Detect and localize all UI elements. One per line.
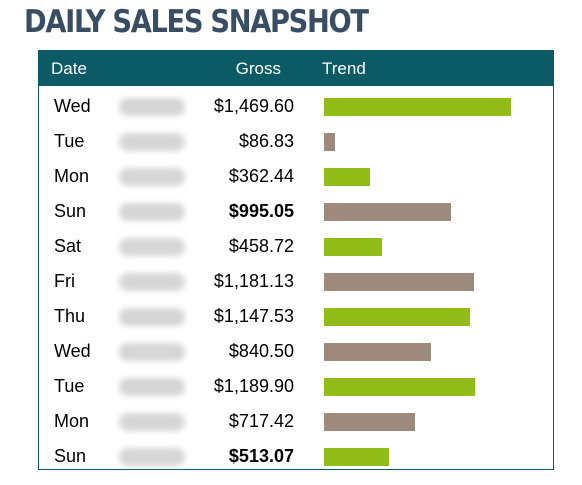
trend-bar	[324, 273, 474, 291]
header-trend: Trend	[322, 59, 366, 78]
row-day-label: Mon	[54, 166, 90, 186]
sales-table: Date Gross Trend Wed $1,469.60 Tue $86.83 Mo…	[38, 50, 554, 470]
table-row: Tue $1,189.90	[39, 369, 553, 404]
trend-bar	[324, 168, 370, 186]
row-date-redacted	[119, 238, 185, 256]
trend-bar	[324, 98, 511, 116]
row-date-redacted	[119, 413, 185, 431]
table-row: Mon $717.42	[39, 404, 553, 439]
row-day-label: Sun	[54, 201, 87, 221]
trend-bar	[324, 133, 335, 151]
trend-bar	[324, 308, 470, 326]
row-date-redacted	[119, 98, 185, 116]
row-gross-value: $362.44	[228, 166, 294, 186]
row-gross-value: $513.07	[228, 446, 294, 466]
row-date-redacted	[119, 343, 185, 361]
row-gross-value: $1,469.60	[213, 96, 294, 116]
row-day-label: Tue	[54, 131, 85, 151]
row-gross-value: $1,147.53	[213, 306, 294, 326]
header-gross: Gross	[235, 59, 281, 78]
row-day-label: Wed	[54, 96, 91, 116]
table-row: Sun $995.05	[39, 194, 553, 229]
page-title: DAILY SALES SNAPSHOT	[24, 4, 369, 40]
row-day-label: Tue	[54, 376, 85, 396]
trend-bar	[324, 343, 431, 361]
row-gross-value: $717.42	[228, 411, 294, 431]
row-gross-value: $1,181.13	[213, 271, 294, 291]
row-day-label: Thu	[54, 306, 86, 326]
trend-bar	[324, 378, 475, 396]
row-date-redacted	[119, 203, 185, 221]
table-row: Mon $362.44	[39, 159, 553, 194]
row-gross-value: $995.05	[228, 201, 294, 221]
row-day-label: Fri	[54, 271, 75, 291]
row-gross-value: $1,189.90	[213, 376, 294, 396]
row-gross-value: $86.83	[238, 131, 294, 151]
row-date-redacted	[119, 168, 185, 186]
row-gross-value: $458.72	[228, 236, 294, 256]
table-row: Tue $86.83	[39, 124, 553, 159]
row-date-redacted	[119, 378, 185, 396]
trend-bar	[324, 413, 415, 431]
row-day-label: Sat	[54, 236, 82, 256]
table-row: Wed $840.50	[39, 334, 553, 369]
row-day-label: Sun	[54, 446, 87, 466]
header-date: Date	[51, 59, 87, 78]
row-day-label: Mon	[54, 411, 90, 431]
row-date-redacted	[119, 448, 185, 466]
table-row: Sat $458.72	[39, 229, 553, 264]
row-date-redacted	[119, 133, 185, 151]
table-row: Fri $1,181.13	[39, 264, 553, 299]
row-day-label: Wed	[54, 341, 91, 361]
trend-bar	[324, 203, 451, 221]
row-date-redacted	[119, 308, 185, 326]
table-row: Sun $513.07	[39, 439, 553, 474]
row-gross-value: $840.50	[228, 341, 294, 361]
trend-bar	[324, 238, 382, 256]
table-row: Wed $1,469.60	[39, 89, 553, 124]
table-header: Date Gross Trend	[39, 51, 553, 86]
row-date-redacted	[119, 273, 185, 291]
table-row: Thu $1,147.53	[39, 299, 553, 334]
trend-bar	[324, 448, 389, 466]
